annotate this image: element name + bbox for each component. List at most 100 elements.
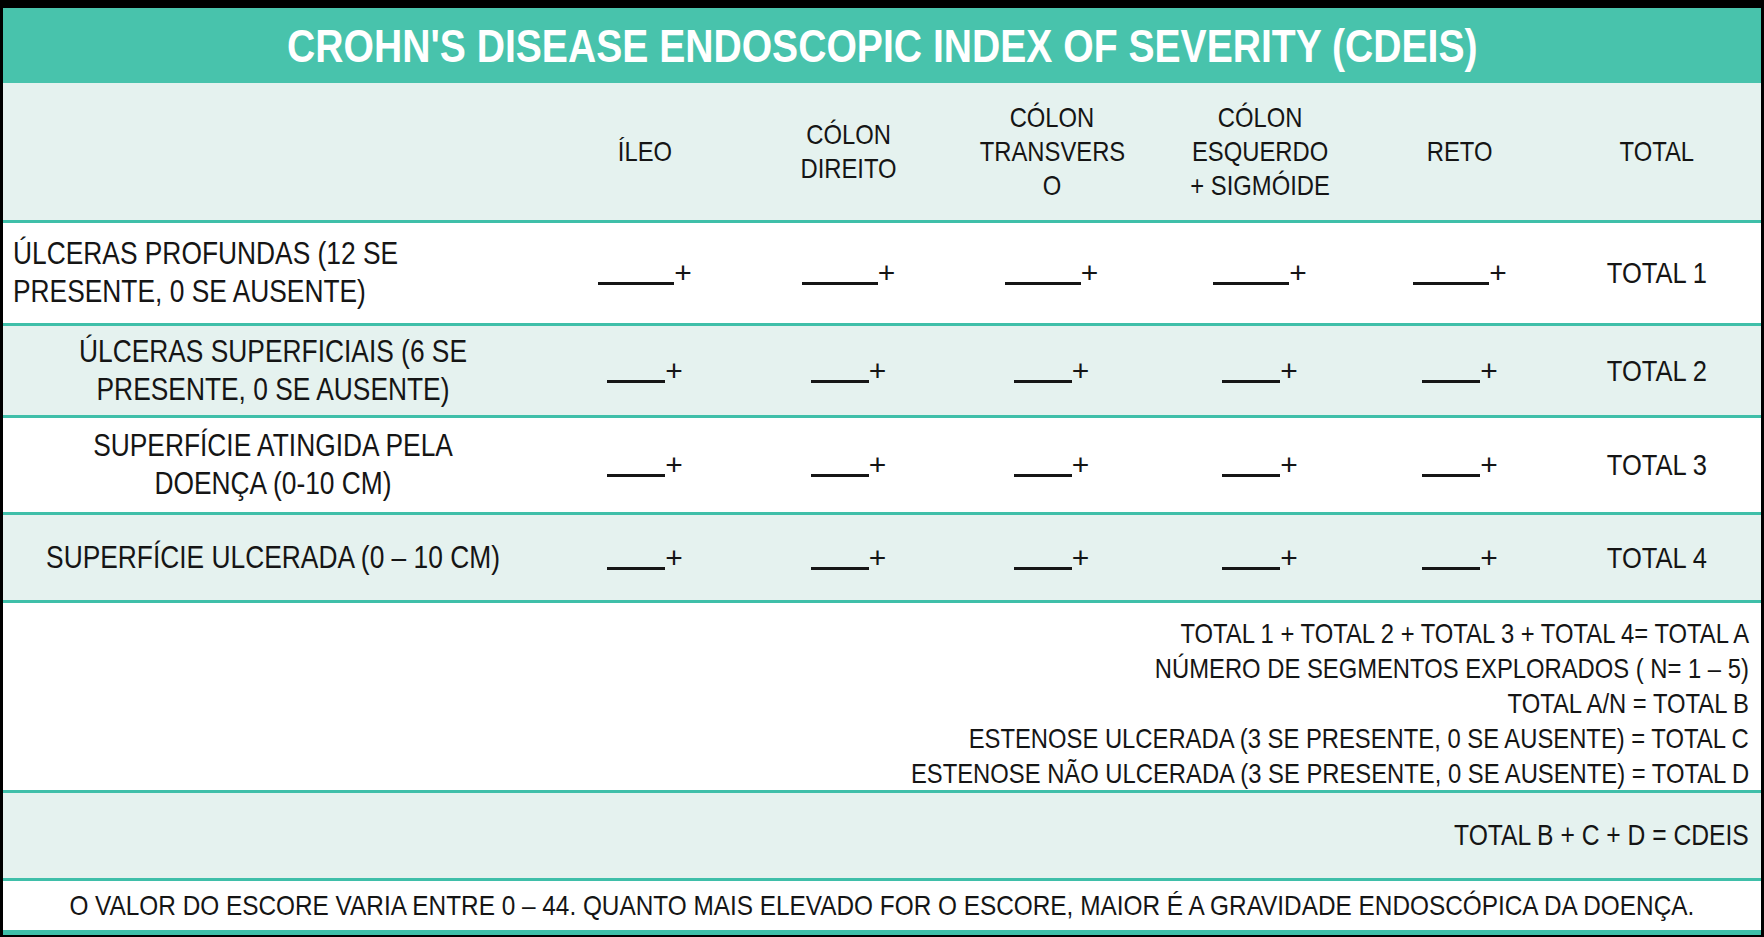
fill-in-blank: + xyxy=(1413,261,1507,285)
column-header-colon-direito: CÓLON DIREITO xyxy=(747,83,950,220)
formula-text: ESTENOSE ULCERADA (3 SE PRESENTE, 0 SE A… xyxy=(969,721,1749,756)
row-total-cell: TOTAL 2 xyxy=(1553,326,1761,415)
column-header-ileo: ÍLEO xyxy=(543,83,747,220)
blank-underline xyxy=(1014,553,1072,570)
row-total-label: TOTAL 4 xyxy=(1607,541,1707,575)
plus-sign: + xyxy=(674,261,692,285)
score-blank-cell-colon-direito: + xyxy=(747,515,950,600)
column-header-total: TOTAL xyxy=(1553,83,1761,220)
column-header-label: CÓLON ESQUERDO + SIGMÓIDE xyxy=(1190,101,1330,203)
fill-in-blank: + xyxy=(1005,261,1099,285)
row-total-label: TOTAL 3 xyxy=(1607,448,1707,482)
column-header-label: TOTAL xyxy=(1620,135,1695,169)
formula-text: ESTENOSE NÃO ULCERADA (3 SE PRESENTE, 0 … xyxy=(911,756,1749,791)
blank-underline xyxy=(1222,366,1280,383)
score-blank-cell-colon-esquerdo: + xyxy=(1153,326,1367,415)
plus-sign: + xyxy=(878,261,896,285)
score-blank-cell-colon-esquerdo: + xyxy=(1153,418,1367,512)
formula-text: TOTAL 1 + TOTAL 2 + TOTAL 3 + TOTAL 4= T… xyxy=(1180,616,1749,651)
blank-underline xyxy=(1014,366,1072,383)
fill-in-blank: + xyxy=(1222,546,1298,570)
table-row-ulceras-profundas: ÚLCERAS PROFUNDAS (12 SE PRESENTE, 0 SE … xyxy=(3,220,1761,323)
score-blank-cell-reto: + xyxy=(1367,515,1553,600)
blank-underline xyxy=(1213,268,1289,285)
fill-in-blank: + xyxy=(607,546,683,570)
fill-in-blank: + xyxy=(1422,359,1498,383)
fill-in-blank: + xyxy=(598,261,692,285)
row-label: ÚLCERAS PROFUNDAS (12 SE PRESENTE, 0 SE … xyxy=(13,235,464,311)
blank-underline xyxy=(1005,268,1081,285)
blank-underline xyxy=(607,553,665,570)
score-blank-cell-colon-esquerdo: + xyxy=(1153,515,1367,600)
blank-underline xyxy=(1422,366,1480,383)
score-blank-cell-colon-transverso: + xyxy=(950,223,1153,323)
plus-sign: + xyxy=(665,453,683,477)
score-blank-cell-ileo: + xyxy=(543,326,747,415)
score-blank-cell-reto: + xyxy=(1367,223,1553,323)
column-header-label: CÓLON TRANSVERS O xyxy=(979,101,1124,203)
row-total-cell: TOTAL 4 xyxy=(1553,515,1761,600)
formula-total-a: TOTAL 1 + TOTAL 2 + TOTAL 3 + TOTAL 4= T… xyxy=(3,616,1749,651)
score-blank-cell-colon-esquerdo: + xyxy=(1153,223,1367,323)
plus-sign: + xyxy=(1289,261,1307,285)
score-blank-cell-colon-direito: + xyxy=(747,326,950,415)
row-label: SUPERFÍCIE ULCERADA (0 – 10 CM) xyxy=(46,539,500,577)
row-label-cell: SUPERFÍCIE ULCERADA (0 – 10 CM) xyxy=(3,515,543,600)
row-total-cell: TOTAL 1 xyxy=(1553,223,1761,323)
fill-in-blank: + xyxy=(811,359,887,383)
fill-in-blank: + xyxy=(1222,359,1298,383)
header-empty-cell xyxy=(3,83,543,220)
plus-sign: + xyxy=(1480,359,1498,383)
fill-in-blank: + xyxy=(607,359,683,383)
column-header-label: CÓLON DIREITO xyxy=(800,118,896,186)
column-header-label: ÍLEO xyxy=(618,135,672,169)
cdeis-formula: TOTAL B + C + D = CDEIS xyxy=(1454,819,1749,852)
blank-underline xyxy=(1222,460,1280,477)
table-row-superficie-ulcerada: SUPERFÍCIE ULCERADA (0 – 10 CM) + + + + … xyxy=(3,512,1761,600)
fill-in-blank: + xyxy=(1222,453,1298,477)
fill-in-blank: + xyxy=(1014,546,1090,570)
fill-in-blank: + xyxy=(1213,261,1307,285)
plus-sign: + xyxy=(1489,261,1507,285)
plus-sign: + xyxy=(1280,546,1298,570)
plus-sign: + xyxy=(1480,453,1498,477)
plus-sign: + xyxy=(1072,546,1090,570)
page-title: CROHN'S DISEASE ENDOSCOPIC INDEX OF SEVE… xyxy=(287,19,1477,73)
blank-underline xyxy=(1014,460,1072,477)
row-total-label: TOTAL 1 xyxy=(1607,256,1707,290)
title-bar: CROHN'S DISEASE ENDOSCOPIC INDEX OF SEVE… xyxy=(3,8,1761,83)
formula-total-b: TOTAL A/N = TOTAL B xyxy=(3,686,1749,721)
formula-total-d: ESTENOSE NÃO ULCERADA (3 SE PRESENTE, 0 … xyxy=(3,756,1749,791)
score-range-note: O VALOR DO ESCORE VARIA ENTRE 0 – 44. QU… xyxy=(70,890,1695,922)
row-label-cell: ÚLCERAS SUPERFICIAIS (6 SE PRESENTE, 0 S… xyxy=(3,326,543,415)
column-header-colon-esquerdo-sigmoide: CÓLON ESQUERDO + SIGMÓIDE xyxy=(1153,83,1367,220)
cdeis-slide: CROHN'S DISEASE ENDOSCOPIC INDEX OF SEVE… xyxy=(0,0,1764,937)
fill-in-blank: + xyxy=(811,453,887,477)
blank-underline xyxy=(1222,553,1280,570)
blank-underline xyxy=(1413,268,1489,285)
row-total-label: TOTAL 2 xyxy=(1607,354,1707,388)
row-label: SUPERFÍCIE ATINGIDA PELA DOENÇA (0-10 CM… xyxy=(44,427,503,503)
table-row-ulceras-superficiais: ÚLCERAS SUPERFICIAIS (6 SE PRESENTE, 0 S… xyxy=(3,323,1761,415)
blank-underline xyxy=(811,460,869,477)
plus-sign: + xyxy=(869,359,887,383)
fill-in-blank: + xyxy=(1422,546,1498,570)
plus-sign: + xyxy=(1081,261,1099,285)
score-blank-cell-ileo: + xyxy=(543,223,747,323)
column-header-row: ÍLEO CÓLON DIREITO CÓLON TRANSVERS O CÓL… xyxy=(3,83,1761,220)
cdeis-result-row: TOTAL B + C + D = CDEIS xyxy=(3,790,1761,878)
blank-underline xyxy=(607,460,665,477)
fill-in-blank: + xyxy=(1422,453,1498,477)
blank-underline xyxy=(811,366,869,383)
score-blank-cell-reto: + xyxy=(1367,418,1553,512)
formula-total-c: ESTENOSE ULCERADA (3 SE PRESENTE, 0 SE A… xyxy=(3,721,1749,756)
formula-text: TOTAL A/N = TOTAL B xyxy=(1508,686,1749,721)
blank-underline xyxy=(811,553,869,570)
plus-sign: + xyxy=(869,453,887,477)
fill-in-blank: + xyxy=(802,261,896,285)
formula-lines: TOTAL 1 + TOTAL 2 + TOTAL 3 + TOTAL 4= T… xyxy=(3,603,1761,791)
blank-underline xyxy=(1422,460,1480,477)
row-label-cell: SUPERFÍCIE ATINGIDA PELA DOENÇA (0-10 CM… xyxy=(3,418,543,512)
blank-underline xyxy=(598,268,674,285)
formula-segments-n: NÚMERO DE SEGMENTOS EXPLORADOS ( N= 1 – … xyxy=(3,651,1749,686)
